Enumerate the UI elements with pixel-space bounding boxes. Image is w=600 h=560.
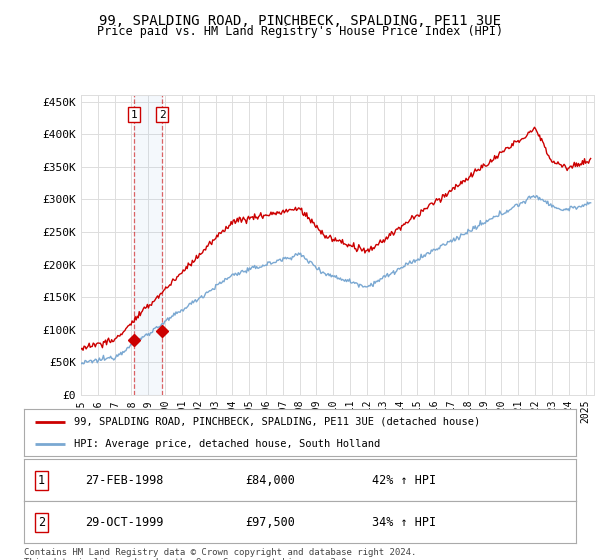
Text: 34% ↑ HPI: 34% ↑ HPI — [372, 516, 436, 529]
Text: 99, SPALDING ROAD, PINCHBECK, SPALDING, PE11 3UE: 99, SPALDING ROAD, PINCHBECK, SPALDING, … — [99, 14, 501, 28]
Text: 99, SPALDING ROAD, PINCHBECK, SPALDING, PE11 3UE (detached house): 99, SPALDING ROAD, PINCHBECK, SPALDING, … — [74, 417, 480, 427]
Text: 42% ↑ HPI: 42% ↑ HPI — [372, 474, 436, 487]
Bar — [134, 95, 162, 395]
Text: 1: 1 — [38, 474, 45, 487]
Text: Price paid vs. HM Land Registry's House Price Index (HPI): Price paid vs. HM Land Registry's House … — [97, 25, 503, 38]
Text: 2: 2 — [38, 516, 45, 529]
Text: 29-OCT-1999: 29-OCT-1999 — [85, 516, 163, 529]
Text: 2: 2 — [159, 110, 166, 120]
Text: HPI: Average price, detached house, South Holland: HPI: Average price, detached house, Sout… — [74, 438, 380, 449]
Text: Contains HM Land Registry data © Crown copyright and database right 2024.
This d: Contains HM Land Registry data © Crown c… — [24, 548, 416, 560]
Text: 27-FEB-1998: 27-FEB-1998 — [85, 474, 163, 487]
Text: 1: 1 — [131, 110, 137, 120]
Text: £84,000: £84,000 — [245, 474, 295, 487]
Text: £97,500: £97,500 — [245, 516, 295, 529]
